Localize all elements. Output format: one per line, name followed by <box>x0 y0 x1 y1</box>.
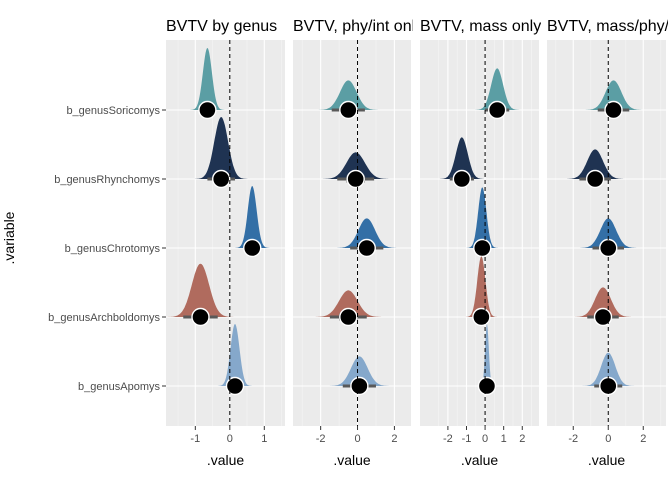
x-tick-label: 2 <box>391 433 397 445</box>
category-label-b-genusarchboldomys: b_genusArchboldomys <box>48 312 160 324</box>
x-tick-label: -1 <box>462 433 472 445</box>
x-tick-label: -1 <box>190 433 200 445</box>
density-b-genuschrotomys <box>234 186 271 248</box>
category-label-b-genuschrotomys: b_genusChrotomys <box>65 243 161 255</box>
x-axis-title: .value <box>588 452 626 468</box>
median-point-b-genusapomys <box>350 376 369 396</box>
facet-panel-4: -2 0 2 .value BVTV, mass/phy/int <box>547 18 672 468</box>
plot-area <box>311 80 400 396</box>
median-point-b-genusarchboldomys <box>339 307 358 327</box>
density-b-genussoricomys <box>582 80 645 110</box>
median-point-b-genuschrotomys <box>357 238 376 258</box>
facet-panel-1: -1 0 1 .value BVTV by genus <box>166 18 285 468</box>
median-point-b-genusarchboldomys <box>191 307 210 327</box>
plot-area <box>166 48 271 396</box>
x-axis-title: .value <box>207 452 245 468</box>
median-point-b-genussoricomys <box>487 100 507 120</box>
density-b-genusrhynchomys <box>318 152 393 179</box>
density-b-genuschrotomys <box>333 218 400 248</box>
median-point-b-genusarchboldomys <box>472 307 491 327</box>
category-labels: b_genusSoricomys b_genusRhynchomys b_genus… <box>48 105 166 393</box>
facet-title: BVTV by genus <box>166 18 277 35</box>
median-point-b-genusapomys <box>225 376 245 396</box>
x-tick-label: 0 <box>227 433 233 445</box>
median-point-b-genussoricomys <box>198 100 217 120</box>
median-point-b-genusapomys <box>477 376 497 396</box>
median-point-b-genusrhynchomys <box>211 169 231 189</box>
density-b-genussoricomys <box>473 68 521 110</box>
category-label-b-genussoricomys: b_genusSoricomys <box>66 105 160 117</box>
facet-title: BVTV, phy/int only <box>293 18 423 35</box>
density-b-genusarchboldomys <box>311 290 386 317</box>
x-tick-label: 2 <box>640 433 646 445</box>
x-tick-label: 0 <box>482 433 488 445</box>
density-b-genussoricomys <box>315 80 382 110</box>
x-tick-label: -2 <box>316 433 326 445</box>
x-axis-title: .value <box>333 452 371 468</box>
density-b-genusrhynchomys <box>193 117 249 179</box>
facet-title: BVTV, mass/phy/int <box>547 18 672 35</box>
x-tick-label: 0 <box>605 433 611 445</box>
plot-area <box>438 68 521 396</box>
median-point-b-genusrhynchomys <box>585 169 605 189</box>
x-tick-label: -2 <box>443 433 453 445</box>
x-tick-label: 1 <box>501 433 507 445</box>
x-tick-label: -2 <box>568 433 578 445</box>
density-b-genuschrotomys <box>465 187 499 248</box>
median-point-b-genusrhynchomys <box>346 169 365 189</box>
density-b-genussoricomys <box>189 48 226 110</box>
category-label-b-genusrhynchomys: b_genusRhynchomys <box>54 174 160 186</box>
x-axis-title: .value <box>461 452 499 468</box>
x-tick-label: 0 <box>354 433 360 445</box>
x-tick-label: 1 <box>261 433 267 445</box>
facet-title: BVTV, mass only <box>420 18 541 35</box>
density-b-genusapomys <box>217 324 253 386</box>
density-b-genusapomys <box>479 324 495 386</box>
facet-panel-2: -2 0 2 .value BVTV, phy/int only <box>293 18 423 468</box>
y-axis-title: .variable <box>1 211 17 264</box>
median-point-b-genuschrotomys <box>243 238 262 258</box>
density-b-genusarchboldomys <box>166 263 235 317</box>
facet-panel-3: -2 -1 0 1 2 .value BVTV, mass only <box>420 18 541 468</box>
x-tick-label: 2 <box>519 433 525 445</box>
density-b-genusarchboldomys <box>465 256 498 317</box>
density-b-genusarchboldomys <box>571 287 635 317</box>
median-point-b-genusrhynchomys <box>452 169 472 189</box>
median-point-b-genusarchboldomys <box>593 307 613 327</box>
density-b-genusrhynchomys <box>563 149 627 179</box>
density-b-genuschrotomys <box>576 218 640 248</box>
median-point-b-genussoricomys <box>604 100 623 120</box>
plot-area <box>563 80 645 396</box>
median-point-b-genuschrotomys <box>473 238 492 258</box>
density-b-genusapomys <box>326 356 393 386</box>
density-b-genusrhynchomys <box>438 137 486 179</box>
panel-background <box>166 40 285 426</box>
median-point-b-genussoricomys <box>339 100 358 120</box>
category-label-b-genusapomys: b_genusApomys <box>78 381 160 393</box>
